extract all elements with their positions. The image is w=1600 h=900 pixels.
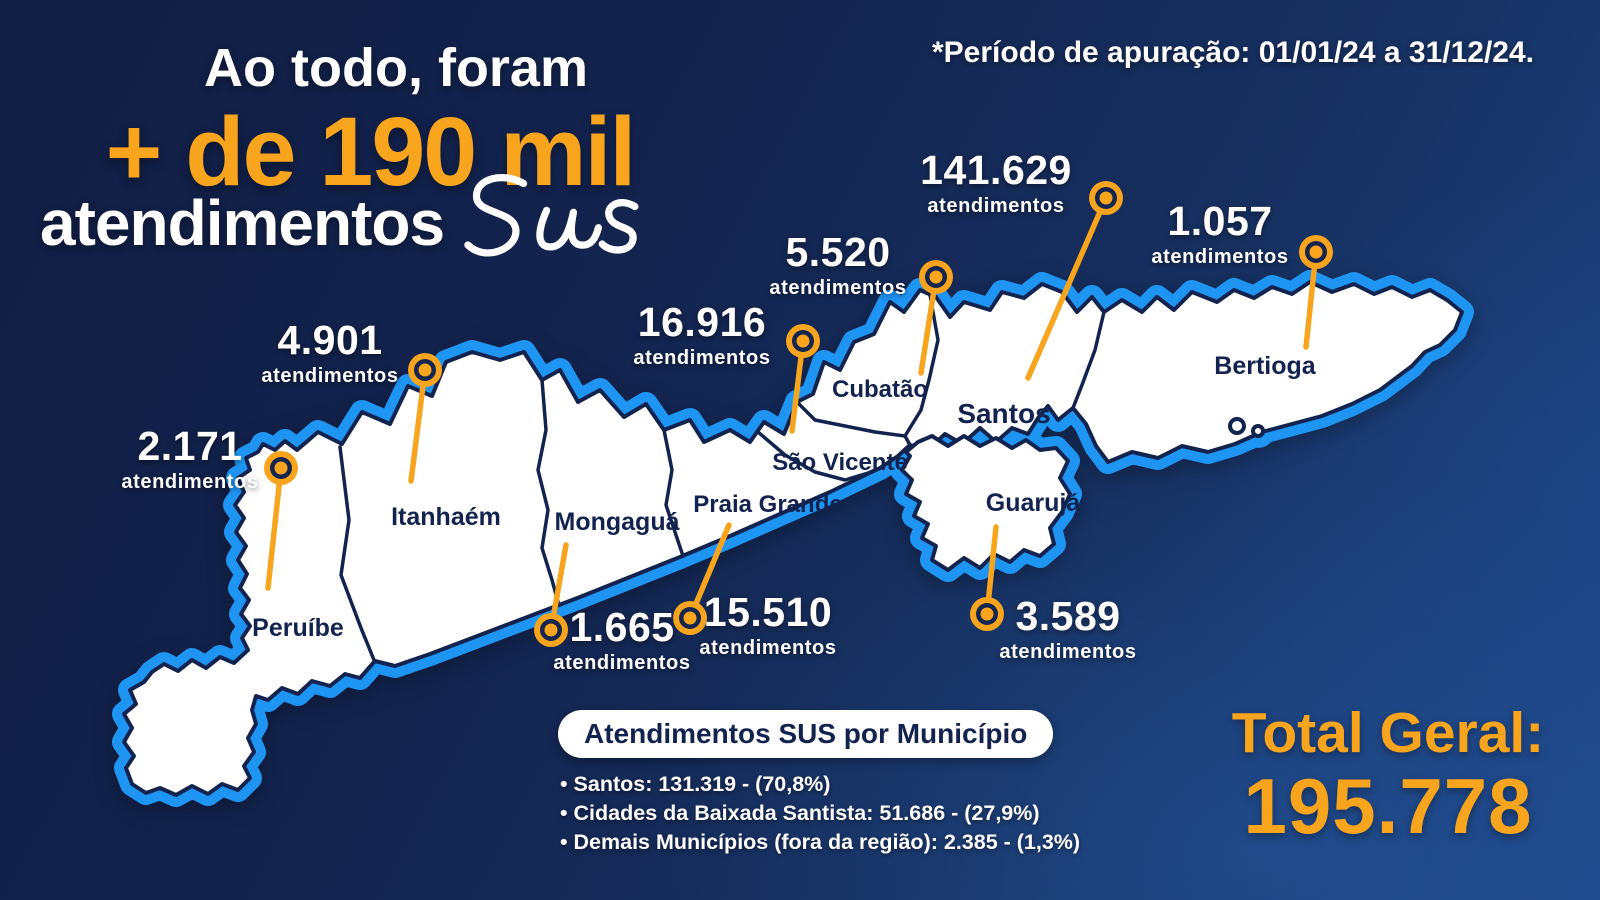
callout-label: atendimentos — [999, 640, 1137, 663]
callout-label: atendimentos — [769, 276, 907, 299]
islet-1-top — [1228, 417, 1246, 435]
callout-label: atendimentos — [553, 651, 691, 674]
pin-sao-vicente — [786, 324, 820, 434]
map-label-mongagua: Mongaguá — [555, 508, 680, 536]
summary-title: Atendimentos SUS por Município — [558, 710, 1054, 758]
title-highlight: + de 190 mil — [105, 97, 637, 206]
map-label-bertioga: Bertioga — [1214, 352, 1317, 380]
map-label-itanhaem: Itanhaém — [391, 503, 501, 531]
islet-2-top — [1251, 424, 1265, 438]
callout-value: 1.057 — [1167, 198, 1273, 244]
summary-item-baixada: Cidades da Baixada Santista: 51.686 - (2… — [560, 799, 1080, 828]
sus-script-logo — [464, 174, 639, 257]
callout-mongagua: 1.665 atendimentos — [553, 604, 691, 675]
title-atendimentos: atendimentos — [40, 187, 445, 259]
callout-value: 4.901 — [277, 317, 383, 363]
title-line-3: atendimentos — [40, 174, 685, 268]
total-value: 195.778 — [1243, 762, 1533, 850]
callout-value: 3.589 — [1015, 593, 1121, 639]
municipal-borders — [338, 293, 1106, 662]
border-saovicente-cubatao — [795, 400, 907, 438]
map-label-cubatao: Cubatão — [832, 376, 928, 403]
callout-label: atendimentos — [927, 194, 1065, 217]
callout-value: 141.629 — [920, 147, 1072, 193]
callout-label: atendimentos — [121, 470, 259, 493]
map-label-guaruja: Guarujá — [986, 489, 1081, 517]
border-praiagrande-saovicente — [756, 430, 882, 482]
border-peruibe-itanhaem — [338, 445, 376, 662]
callout-bertioga: 1.057 atendimentos — [1151, 198, 1289, 269]
callout-guaruja: 3.589 atendimentos — [999, 593, 1137, 664]
pin-bertioga — [1299, 235, 1333, 350]
period-note: *Período de apuração: 01/01/24 a 31/12/2… — [932, 36, 1534, 69]
callout-value: 2.171 — [137, 423, 243, 469]
pin-itanhaem — [408, 353, 442, 484]
callout-label: atendimentos — [261, 364, 399, 387]
border-santos-bertioga — [1071, 310, 1106, 410]
summary-box: Atendimentos SUS por Município Santos: 1… — [558, 710, 1080, 857]
map-label-sao-vicente: São Vicente — [772, 449, 908, 476]
pin-guaruja — [970, 524, 1004, 631]
map-label-praia-grande: Praia Grande — [693, 491, 842, 518]
total-block: Total Geral: 195.778 — [1232, 702, 1545, 848]
callout-label: atendimentos — [699, 636, 837, 659]
border-mongagua-praiagrande — [662, 428, 685, 558]
pin-praia-grande — [673, 522, 732, 635]
callout-peruibe: 2.171 atendimentos — [121, 423, 259, 494]
summary-item-santos: Santos: 131.319 - (70,8%) — [560, 770, 1080, 799]
map-label-santos: Santos — [957, 398, 1050, 429]
callout-santos: 141.629 atendimentos — [920, 147, 1072, 218]
callout-cubatao: 5.520 atendimentos — [769, 229, 907, 300]
summary-item-demais: Demais Municípios (fora da região): 2.38… — [560, 828, 1081, 857]
callout-value: 1.665 — [569, 604, 675, 650]
pin-cubatao — [918, 260, 953, 376]
callout-itanhaem: 4.901 atendimentos — [261, 317, 399, 388]
callout-label: atendimentos — [1151, 245, 1289, 268]
callout-value: 16.916 — [637, 299, 767, 345]
border-itanhaem-mongagua — [536, 378, 560, 604]
callout-sao-vicente: 16.916 atendimentos — [633, 299, 771, 370]
pin-mongagua — [534, 542, 569, 647]
summary-list: Santos: 131.319 - (70,8%) Cidades da Bai… — [560, 770, 1081, 857]
callout-label: atendimentos — [633, 346, 771, 369]
map-label-peruibe: Peruíbe — [252, 614, 344, 642]
map-labels: Peruíbe Itanhaém Mongaguá Praia Grande S… — [252, 352, 1317, 642]
pin-santos — [1025, 181, 1123, 381]
total-label: Total Geral: — [1231, 701, 1545, 765]
callout-value: 5.520 — [785, 229, 891, 275]
pin-peruibe — [264, 451, 298, 591]
callout-value: 15.510 — [703, 589, 833, 635]
map-pins — [264, 181, 1333, 647]
border-cubatao-santos — [903, 293, 940, 447]
title-line-1: Ao todo, foram — [204, 38, 588, 98]
callout-praia-grande: 15.510 atendimentos — [699, 589, 837, 660]
